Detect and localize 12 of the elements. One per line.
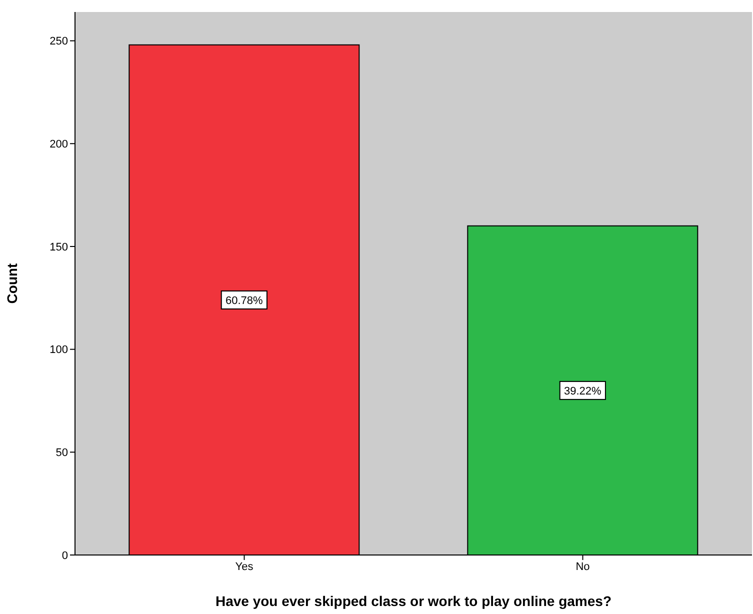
y-tick-label: 250 (50, 36, 68, 48)
annotation: 39.22% (564, 385, 602, 398)
x-tick-label: No (576, 560, 590, 573)
x-tick-label: Yes (235, 560, 254, 573)
y-tick-label: 200 (50, 138, 68, 151)
y-tick-label: 150 (50, 241, 68, 254)
y-tick-label: 0 (62, 550, 68, 562)
annotation: 60.78% (226, 294, 264, 307)
x-axis-title: Have you ever skipped class or work to play online games? (215, 593, 612, 609)
y-axis-title: Count (4, 262, 20, 304)
y-tick-label: 100 (50, 344, 68, 356)
y-tick-label: 50 (56, 447, 68, 460)
